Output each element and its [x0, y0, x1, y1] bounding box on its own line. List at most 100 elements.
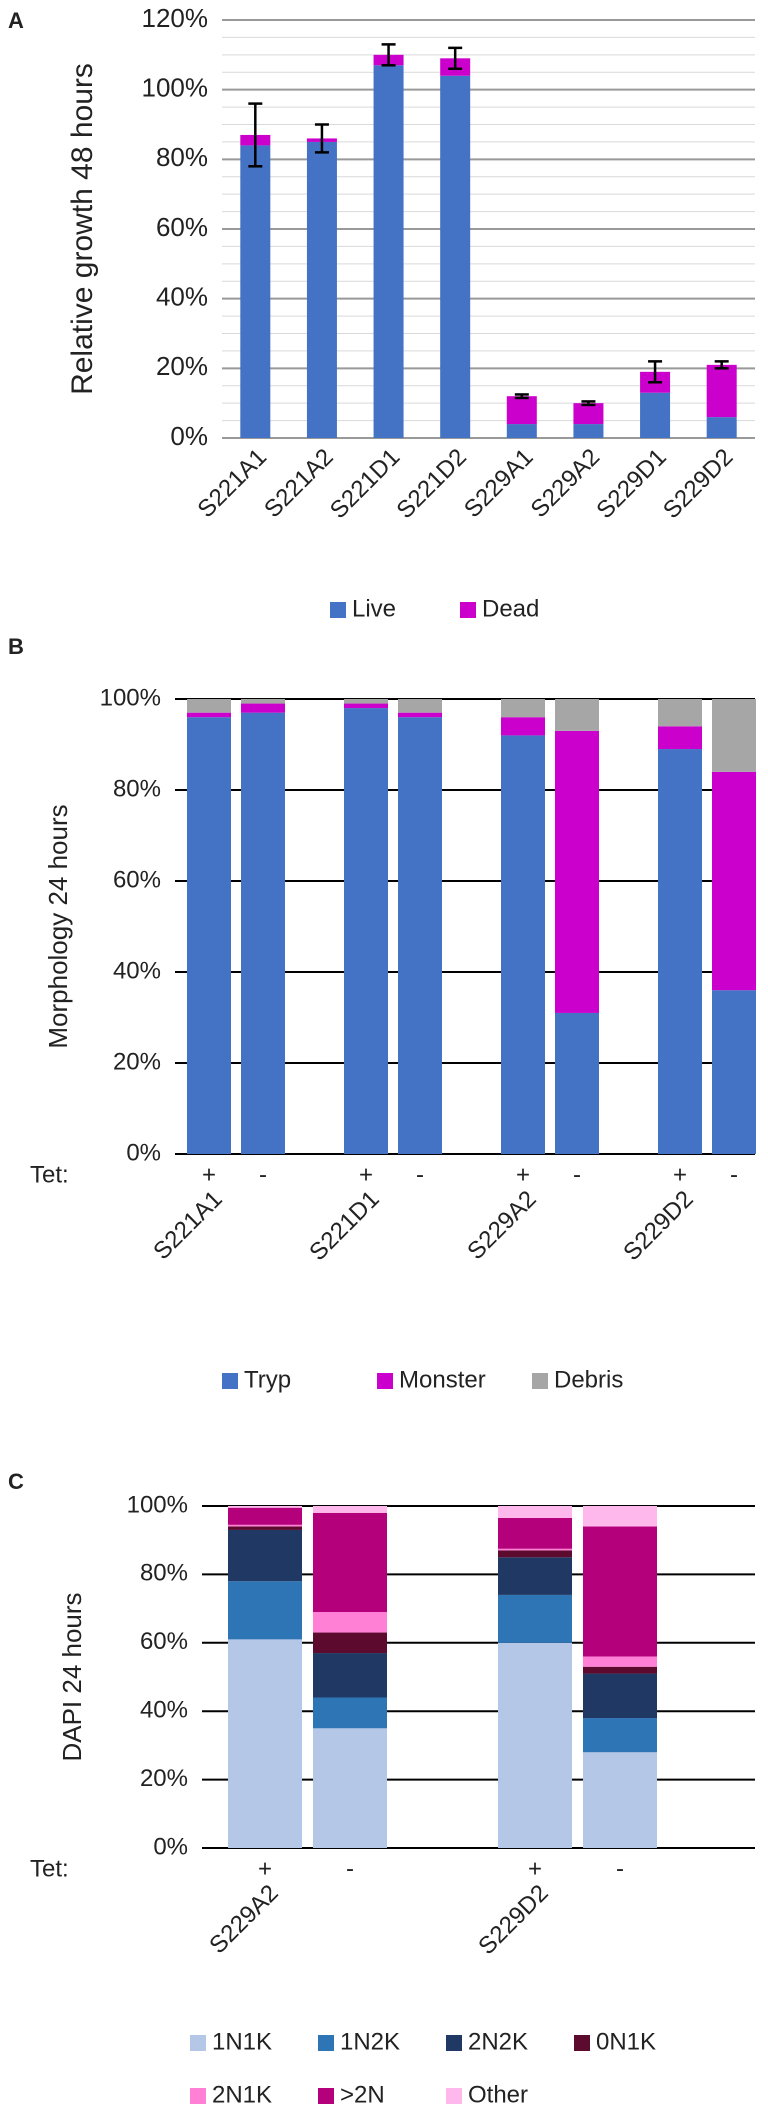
bar-segment — [187, 699, 231, 713]
legend-label: 1N1K — [212, 2028, 272, 2055]
bar-segment — [228, 1507, 302, 1525]
bar-segment — [344, 703, 388, 709]
bar-segment — [240, 145, 271, 438]
legend-label: >2N — [340, 2081, 385, 2108]
bar-segment — [555, 1012, 599, 1154]
legend-swatch — [222, 1373, 238, 1389]
bar-segment — [398, 717, 442, 1154]
error-bar — [381, 43, 396, 67]
legend-swatch — [190, 2035, 206, 2051]
bar-segment — [498, 1506, 572, 1518]
legend-label: 2N2K — [468, 2028, 528, 2055]
bar-segment — [658, 726, 702, 750]
bar-segment — [712, 699, 756, 772]
legend-swatch — [318, 2035, 334, 2051]
bar-segment — [583, 1673, 657, 1719]
bar-segment — [583, 1666, 657, 1674]
bar-segment — [573, 424, 604, 438]
bar-segment — [583, 1752, 657, 1848]
bar-segment — [506, 396, 537, 425]
bar-segment — [555, 730, 599, 1013]
error-bar — [314, 123, 329, 154]
x-tick-label: - — [616, 1855, 624, 1882]
bar-segment — [555, 699, 599, 731]
legend-label: Tryp — [244, 1366, 291, 1393]
legend-swatch — [574, 2035, 590, 2051]
y-tick-label: 100% — [127, 1491, 188, 1518]
bar-segment — [187, 712, 231, 718]
x-tick-label: + — [258, 1855, 272, 1882]
group-label: S229A2 — [204, 1880, 283, 1959]
bar-segment — [573, 403, 604, 425]
bar-segment — [506, 424, 537, 438]
x-tick-label: - — [259, 1161, 267, 1188]
x-tick-label: S229A2 — [526, 444, 605, 523]
bar-segment — [313, 1697, 387, 1729]
group-label: S221D1 — [304, 1186, 384, 1266]
row-label: Tet: — [30, 1855, 69, 1882]
panel-letter: B — [8, 634, 24, 659]
x-tick-label: + — [673, 1161, 687, 1188]
bar-segment — [498, 1557, 572, 1595]
x-tick-label: + — [359, 1161, 373, 1188]
y-tick-label: 60% — [156, 212, 208, 242]
error-bar — [714, 360, 729, 370]
bar-segment — [440, 75, 471, 438]
y-tick-label: 120% — [142, 3, 209, 33]
x-tick-label: S229D2 — [658, 444, 738, 524]
legend-label: Debris — [554, 1366, 623, 1393]
y-tick-label: 40% — [156, 282, 208, 312]
legend-swatch — [318, 2088, 334, 2104]
group-label: S229A2 — [462, 1186, 541, 1265]
x-tick-label: + — [528, 1855, 542, 1882]
legend-swatch — [330, 602, 346, 618]
bar-segment — [228, 1529, 302, 1582]
bar-segment — [498, 1548, 572, 1551]
bar-segment — [313, 1612, 387, 1633]
y-tick-label: 60% — [140, 1628, 188, 1655]
group-label: S221A1 — [148, 1186, 227, 1265]
bar-segment — [498, 1550, 572, 1558]
bar-segment — [658, 699, 702, 727]
y-tick-label: 40% — [113, 957, 161, 984]
bar-segment — [344, 699, 388, 704]
x-tick-label: S221A2 — [259, 444, 338, 523]
y-tick-label: 20% — [140, 1765, 188, 1792]
bar-segment — [501, 699, 545, 718]
y-tick-label: 60% — [113, 866, 161, 893]
y-tick-label: 0% — [153, 1833, 188, 1860]
bar-segment — [498, 1517, 572, 1549]
error-bar — [514, 393, 529, 400]
y-tick-label: 20% — [113, 1048, 161, 1075]
error-bar — [248, 102, 263, 168]
bar-segment — [498, 1642, 572, 1848]
bar-segment — [228, 1639, 302, 1848]
bar-segment — [313, 1728, 387, 1848]
bar-segment — [228, 1526, 302, 1530]
y-axis-title: Relative growth 48 hours — [66, 63, 99, 395]
bar-segment — [583, 1718, 657, 1753]
y-tick-label: 20% — [156, 351, 208, 381]
y-tick-label: 40% — [140, 1697, 188, 1724]
bar-segment — [658, 749, 702, 1154]
bar-segment — [583, 1506, 657, 1527]
legend-label: Live — [352, 595, 396, 622]
x-tick-label: S221D2 — [391, 444, 471, 524]
legend-label: Dead — [482, 595, 539, 622]
y-axis-title: Morphology 24 hours — [43, 804, 73, 1048]
bar-segment — [313, 1512, 387, 1613]
bar-segment — [228, 1506, 302, 1508]
bar-segment — [313, 1632, 387, 1654]
y-axis-title: DAPI 24 hours — [57, 1592, 87, 1761]
bar-segment — [241, 699, 285, 704]
error-bar — [448, 46, 463, 71]
legend-swatch — [532, 1373, 548, 1389]
bar-segment — [712, 771, 756, 991]
bar-segment — [228, 1524, 302, 1527]
group-label: S229D2 — [618, 1186, 698, 1266]
x-tick-label: - — [730, 1161, 738, 1188]
x-tick-label: S221A1 — [193, 444, 272, 523]
legend-label: Monster — [399, 1366, 486, 1393]
